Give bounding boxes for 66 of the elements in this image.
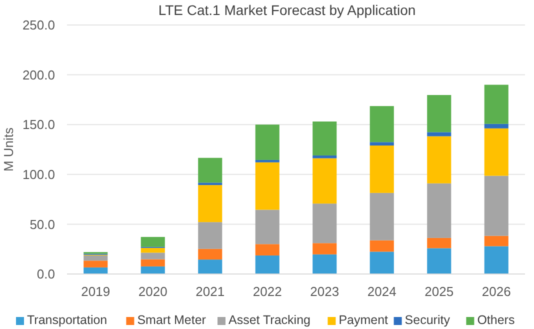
x-tick-label: 2026 [482,284,511,299]
bar [370,146,394,193]
bar [427,238,452,248]
bar [484,128,508,176]
bar [427,248,452,274]
y-tick-label: 250.0 [22,18,55,33]
legend-label: Security [404,313,451,327]
bar [140,259,165,266]
bar [140,252,165,260]
bar [370,192,394,240]
bar [312,254,337,274]
bar [312,204,337,244]
bar [198,260,222,274]
y-axis-title: M Units [1,126,16,172]
bar [255,244,280,256]
bar [370,106,394,142]
bar [84,260,108,268]
bar [427,136,452,184]
bar [484,176,508,236]
x-tick-label: 2024 [367,284,396,299]
legend-label: Payment [338,313,389,327]
bar [255,124,280,160]
bar [484,246,508,274]
bar [198,222,222,249]
bar [198,182,222,186]
y-tick-label: 200.0 [22,67,55,82]
chart-title: LTE Cat.1 Market Forecast by Application [158,2,416,18]
bar [312,243,337,254]
bar [484,236,508,246]
bar [484,84,508,124]
bar [370,240,394,252]
legend-label: Others [477,313,515,327]
legend-label: Asset Tracking [228,313,311,327]
bar [312,155,337,158]
bar [140,248,165,253]
y-tick-label: 100.0 [22,166,55,182]
y-tick-label: 0.0 [36,266,55,282]
bar [255,255,280,274]
bar [427,183,452,238]
bar [140,266,165,274]
bar [484,124,508,128]
bar [198,248,222,260]
bar [84,267,108,274]
legend-label: Smart Meter [137,313,206,327]
bar [370,142,394,146]
bar [255,160,280,162]
x-tick-label: 2022 [252,284,282,299]
legend-label: Transportation [27,313,108,327]
x-tick-label: 2021 [196,284,225,299]
bar [312,122,337,156]
bar [312,158,337,204]
bar [198,158,222,183]
bar [255,162,280,210]
x-tick-label: 2020 [138,284,168,299]
bar [427,95,452,132]
bar [370,252,394,274]
x-tick-label: 2025 [424,284,454,299]
y-tick-label: 150.0 [22,117,55,132]
y-tick-label: 50.0 [30,216,55,232]
bar [198,185,222,222]
bar [140,236,165,247]
x-tick-label: 2019 [81,284,110,299]
x-tick-label: 2023 [310,284,340,299]
bar [427,132,452,136]
bar [255,210,280,244]
bar [84,255,108,261]
